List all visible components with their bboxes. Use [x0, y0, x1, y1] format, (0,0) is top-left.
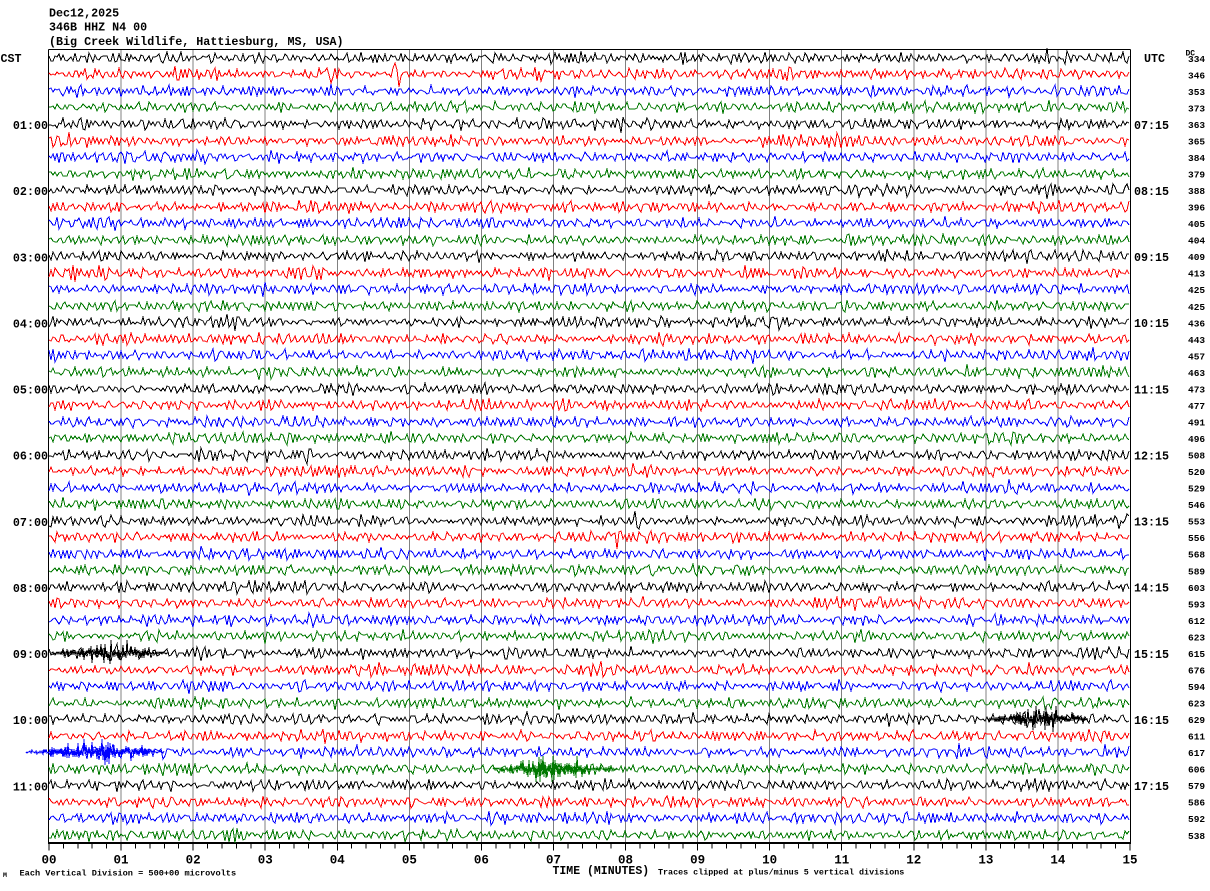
svg-text:611: 611: [1188, 732, 1205, 743]
svg-text:491: 491: [1188, 417, 1205, 428]
svg-text:586: 586: [1188, 798, 1205, 809]
svg-text:07:00: 07:00: [13, 516, 48, 530]
svg-text:676: 676: [1188, 665, 1205, 676]
svg-text:10:15: 10:15: [1134, 317, 1169, 331]
svg-text:593: 593: [1188, 599, 1205, 610]
svg-text:409: 409: [1188, 252, 1205, 263]
svg-text:473: 473: [1188, 384, 1205, 395]
svg-text:508: 508: [1188, 451, 1205, 462]
svg-text:DC: DC: [1186, 49, 1196, 58]
svg-text:629: 629: [1188, 715, 1205, 726]
svg-text:538: 538: [1188, 831, 1205, 842]
svg-text:520: 520: [1188, 467, 1205, 478]
svg-text:425: 425: [1188, 285, 1205, 296]
svg-text:17:15: 17:15: [1134, 780, 1169, 794]
svg-text:623: 623: [1188, 632, 1205, 643]
svg-text:00: 00: [41, 854, 56, 868]
svg-text:477: 477: [1188, 401, 1205, 412]
svg-text:436: 436: [1188, 318, 1205, 329]
svg-text:396: 396: [1188, 203, 1205, 214]
svg-text:594: 594: [1188, 682, 1205, 693]
svg-text:365: 365: [1188, 136, 1205, 147]
svg-text:11:15: 11:15: [1134, 383, 1169, 397]
svg-text:529: 529: [1188, 484, 1205, 495]
svg-text:353: 353: [1188, 87, 1205, 98]
svg-text:346B HHZ N4 00: 346B HHZ N4 00: [49, 21, 147, 35]
svg-text:09:15: 09:15: [1134, 251, 1169, 265]
svg-text:405: 405: [1188, 219, 1205, 230]
svg-text:06:00: 06:00: [13, 450, 48, 464]
svg-text:05:00: 05:00: [13, 384, 48, 398]
svg-text:TIME (MINUTES): TIME (MINUTES): [553, 865, 650, 878]
svg-text:579: 579: [1188, 781, 1205, 792]
svg-text:09:00: 09:00: [13, 648, 48, 662]
svg-text:08: 08: [618, 854, 633, 868]
svg-text:03: 03: [258, 854, 273, 868]
svg-text:11:00: 11:00: [13, 780, 48, 794]
svg-text:(Big Creek Wildlife, Hattiesbu: (Big Creek Wildlife, Hattiesburg, MS, US…: [49, 35, 344, 49]
svg-text:06: 06: [474, 854, 489, 868]
svg-text:425: 425: [1188, 302, 1205, 313]
svg-text:01: 01: [114, 854, 129, 868]
svg-text:10: 10: [762, 854, 777, 868]
svg-text:546: 546: [1188, 500, 1205, 511]
svg-text:CST: CST: [1, 52, 22, 66]
svg-text:623: 623: [1188, 699, 1205, 710]
svg-text:14:15: 14:15: [1134, 582, 1169, 596]
svg-text:553: 553: [1188, 517, 1205, 528]
svg-text:15:15: 15:15: [1134, 648, 1169, 662]
svg-text:13:15: 13:15: [1134, 516, 1169, 530]
svg-text:373: 373: [1188, 103, 1205, 114]
svg-text:12:15: 12:15: [1134, 449, 1169, 463]
svg-text:09: 09: [690, 854, 705, 868]
svg-text:556: 556: [1188, 533, 1205, 544]
svg-text:01:00: 01:00: [13, 119, 48, 133]
svg-text:443: 443: [1188, 335, 1205, 346]
svg-text:11: 11: [834, 854, 849, 868]
svg-text:04: 04: [330, 854, 346, 868]
svg-text:388: 388: [1188, 186, 1205, 197]
svg-text:02:00: 02:00: [13, 185, 48, 199]
svg-text:10:00: 10:00: [13, 714, 48, 728]
svg-text:13: 13: [978, 854, 993, 868]
svg-text:457: 457: [1188, 351, 1205, 362]
svg-text:496: 496: [1188, 434, 1205, 445]
svg-text:592: 592: [1188, 814, 1205, 825]
svg-text:404: 404: [1188, 236, 1205, 247]
svg-text:Dec12,2025: Dec12,2025: [49, 7, 119, 21]
svg-text:07:15: 07:15: [1134, 119, 1169, 133]
svg-text:04:00: 04:00: [13, 317, 48, 331]
svg-text:08:15: 08:15: [1134, 185, 1169, 199]
svg-text:363: 363: [1188, 120, 1205, 131]
svg-text:Traces clipped at plus/minus 5: Traces clipped at plus/minus 5 vertical …: [658, 868, 904, 878]
svg-text:615: 615: [1188, 649, 1205, 660]
svg-text:02: 02: [186, 854, 201, 868]
svg-text:379: 379: [1188, 170, 1205, 181]
svg-text:16:15: 16:15: [1134, 714, 1169, 728]
svg-text:589: 589: [1188, 566, 1205, 577]
svg-text:M: M: [3, 872, 7, 879]
svg-text:463: 463: [1188, 368, 1205, 379]
svg-text:346: 346: [1188, 70, 1205, 81]
svg-text:568: 568: [1188, 550, 1205, 561]
svg-text:606: 606: [1188, 765, 1205, 776]
svg-text:612: 612: [1188, 616, 1205, 627]
svg-text:Each Vertical Division = 500+: Each Vertical Division = 500+00 microvol…: [20, 868, 237, 878]
svg-text:15: 15: [1122, 854, 1137, 868]
svg-text:07: 07: [546, 854, 561, 868]
svg-text:334: 334: [1188, 54, 1205, 65]
svg-text:413: 413: [1188, 269, 1205, 280]
svg-text:UTC: UTC: [1144, 52, 1165, 66]
svg-text:08:00: 08:00: [13, 582, 48, 596]
svg-text:14: 14: [1050, 854, 1066, 868]
svg-text:12: 12: [906, 854, 921, 868]
svg-text:603: 603: [1188, 583, 1205, 594]
svg-text:03:00: 03:00: [13, 251, 48, 265]
svg-text:05: 05: [402, 854, 417, 868]
svg-text:384: 384: [1188, 153, 1205, 164]
svg-text:617: 617: [1188, 748, 1205, 759]
